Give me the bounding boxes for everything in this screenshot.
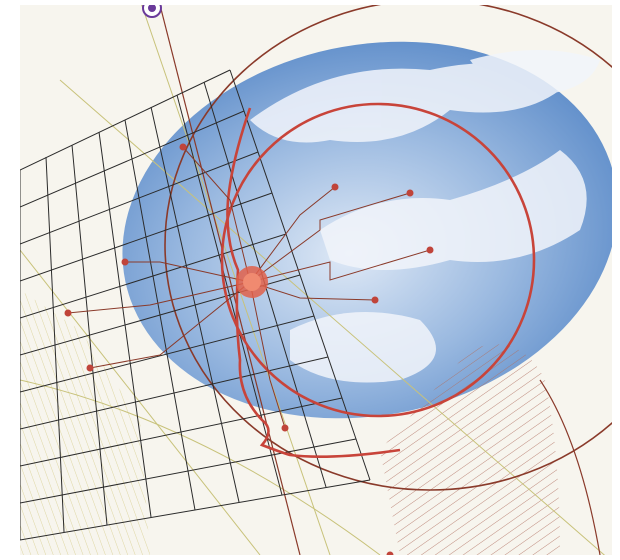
- red-ring: [220, 102, 536, 418]
- marker-core: [148, 5, 156, 12]
- clouds: [250, 50, 600, 383]
- hub-core: [243, 273, 261, 291]
- hatched-area: [380, 344, 560, 555]
- boundary: [226, 107, 401, 458]
- connectors: [67, 146, 431, 429]
- street-grid: [20, 69, 371, 541]
- outer-ring: [164, 5, 612, 491]
- hatched-area: [20, 290, 150, 555]
- route: [539, 379, 601, 555]
- roads: [20, 5, 606, 555]
- route: [159, 5, 301, 555]
- nodes: [64, 143, 434, 555]
